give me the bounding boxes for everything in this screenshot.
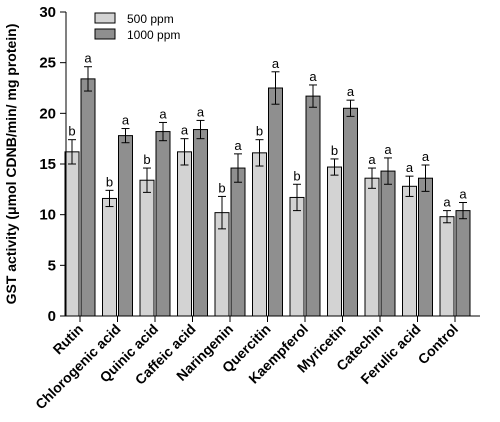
bar [327,166,342,317]
significance-label: b [218,180,225,195]
significance-label: a [181,123,189,138]
significance-label: b [256,124,263,139]
legend-swatch [94,12,116,24]
significance-label: b [68,124,75,139]
significance-label: a [459,187,467,202]
bar [193,129,208,317]
bar [80,78,96,317]
significance-label: b [293,168,300,183]
significance-label: a [84,51,92,66]
bar [343,107,358,317]
bar [64,151,80,317]
bar [155,131,171,317]
y-tick-label: 15 [39,156,56,173]
significance-label: a [406,160,414,175]
legend-label: 1000 ppm [127,28,180,42]
significance-label: a [368,152,376,167]
significance-label: a [422,149,430,164]
significance-label: a [309,69,317,84]
significance-label: b [331,143,338,158]
bar [177,151,192,317]
bar [289,196,305,317]
significance-label: b [143,152,150,167]
bar [118,135,133,317]
bar [230,167,246,317]
legend-swatch [94,28,116,40]
significance-label: a [272,56,280,71]
significance-label: a [197,104,205,119]
y-tick-label: 25 [39,55,56,72]
bar [252,152,267,317]
y-tick-label: 10 [39,207,56,224]
bar [380,170,396,317]
y-axis-title: GST activity (μmol CDNB/min/ mg protein) [3,24,19,305]
significance-label: a [234,138,242,153]
y-tick-label: 5 [48,257,56,274]
x-tick-label: Control [415,321,462,368]
bar [268,87,283,317]
bar [439,216,455,317]
bar [102,197,117,317]
bar [455,210,471,317]
legend: 500 ppm 1000 ppm [94,12,180,42]
bar [364,177,380,317]
significance-label: a [159,106,167,121]
bar [305,95,321,317]
significance-label: a [122,113,130,128]
bar [418,177,433,317]
y-tick-label: 30 [39,4,56,21]
significance-label: a [347,84,355,99]
y-tick-label: 20 [39,105,56,122]
significance-label: a [384,142,392,157]
legend-label: 500 ppm [127,12,174,26]
y-tick-label: 0 [48,308,56,325]
significance-label: a [443,195,451,210]
significance-label: b [106,174,113,189]
bar [139,179,155,317]
bar [402,185,417,317]
